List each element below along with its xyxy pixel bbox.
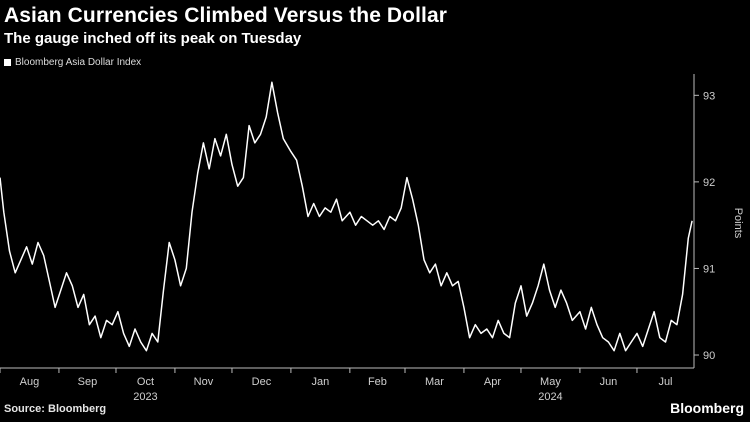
x-tick-label: Oct: [137, 376, 154, 388]
legend-label: Bloomberg Asia Dollar Index: [15, 57, 142, 68]
x-tick-label: Apr: [484, 376, 501, 388]
x-tick-label: Aug: [20, 376, 40, 388]
x-tick-label: Jun: [600, 376, 618, 388]
y-tick-label: 91: [703, 263, 715, 275]
x-tick-label: Jan: [312, 376, 330, 388]
y-axis-label: Points: [732, 208, 744, 239]
chart-legend: Bloomberg Asia Dollar Index: [4, 57, 141, 68]
y-tick-label: 93: [703, 90, 715, 102]
chart-subtitle: The gauge inched off its peak on Tuesday: [4, 30, 302, 47]
x-tick-label: Mar: [425, 376, 444, 388]
y-tick-label: 92: [703, 177, 715, 189]
x-tick-label: May: [540, 376, 561, 388]
legend-swatch: [4, 59, 11, 66]
chart-marks: 90 91 92 93 Points Aug Sep Oct Nov Dec Jan Feb Mar Ap…: [0, 74, 744, 403]
source-note: Source: Bloomberg: [4, 403, 107, 415]
bloomberg-logo: Bloomberg: [670, 400, 744, 416]
x-tick-label: Dec: [252, 376, 272, 388]
chart-title: Asian Currencies Climbed Versus the Doll…: [4, 4, 448, 27]
x-year-label: 2024: [538, 391, 562, 403]
x-tick-label: Feb: [368, 376, 387, 388]
x-year-label: 2023: [133, 391, 157, 403]
x-tick-label: Nov: [194, 376, 214, 388]
x-tick-label: Jul: [658, 376, 672, 388]
x-tick-label: Sep: [78, 376, 98, 388]
y-tick-label: 90: [703, 350, 715, 362]
series-line: [0, 81, 693, 352]
